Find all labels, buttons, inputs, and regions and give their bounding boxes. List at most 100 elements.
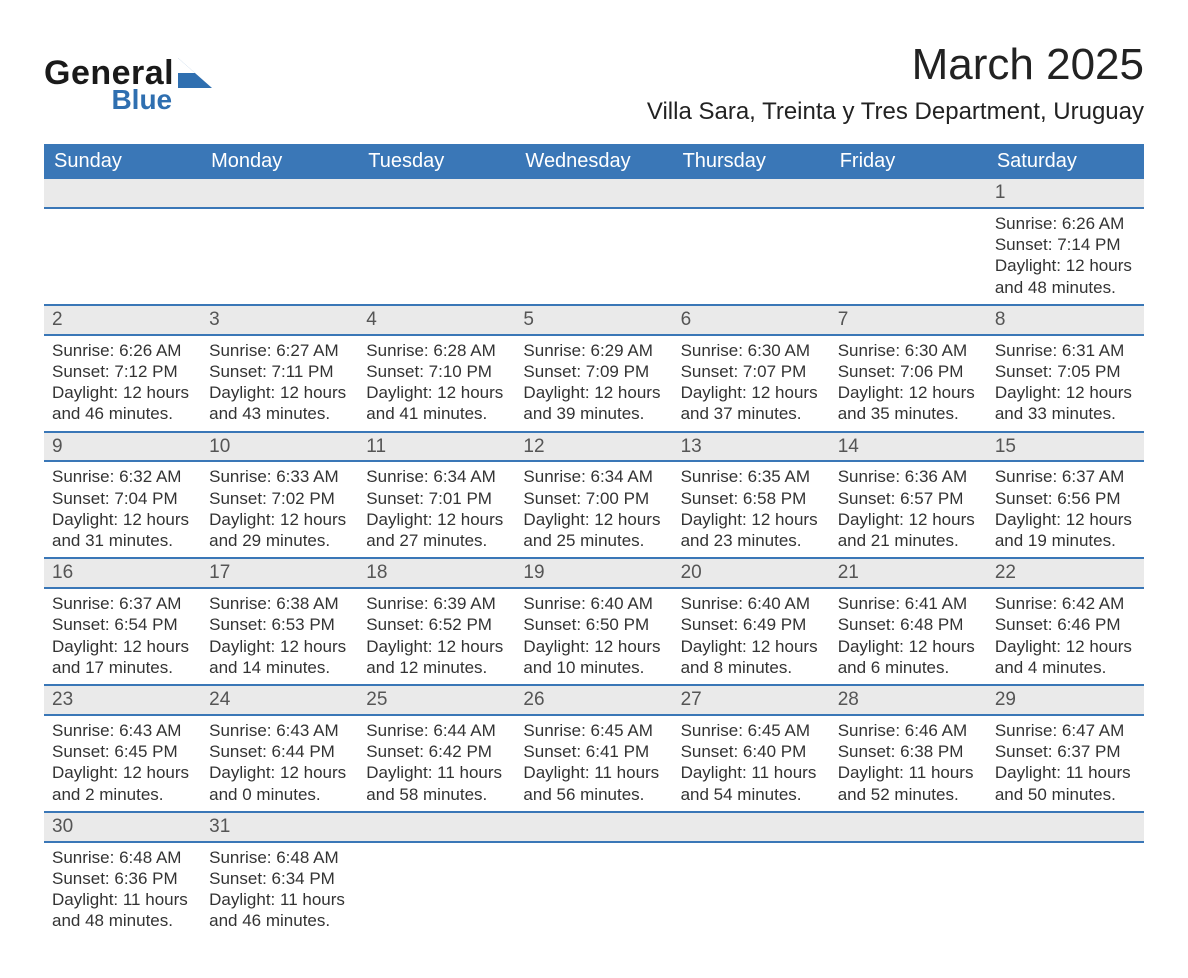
sunrise-line: Sunrise: 6:45 AM — [523, 720, 666, 741]
day-details: Sunrise: 6:34 AMSunset: 7:01 PMDaylight:… — [358, 462, 515, 557]
calendar-day-number-cell: 26 — [515, 685, 672, 715]
calendar-day-number-cell: 9 — [44, 432, 201, 462]
calendar-day-cell: Sunrise: 6:34 AMSunset: 7:01 PMDaylight:… — [358, 461, 515, 558]
day-details: Sunrise: 6:26 AMSunset: 7:12 PMDaylight:… — [44, 336, 201, 431]
calendar-week-row: Sunrise: 6:37 AMSunset: 6:54 PMDaylight:… — [44, 588, 1144, 685]
calendar-day-cell: Sunrise: 6:42 AMSunset: 6:46 PMDaylight:… — [987, 588, 1144, 685]
calendar-day-number-cell: 25 — [358, 685, 515, 715]
calendar-day-number-cell: 3 — [201, 305, 358, 335]
day-number: 21 — [830, 559, 987, 587]
calendar-day-cell: Sunrise: 6:26 AMSunset: 7:12 PMDaylight:… — [44, 335, 201, 432]
sunrise-line: Sunrise: 6:35 AM — [681, 466, 824, 487]
weekday-header: Saturday — [987, 144, 1144, 179]
day-details: Sunrise: 6:36 AMSunset: 6:57 PMDaylight:… — [830, 462, 987, 557]
calendar-day-number-cell: 18 — [358, 558, 515, 588]
calendar-day-number-cell: 2 — [44, 305, 201, 335]
day-number: 17 — [201, 559, 358, 587]
calendar-day-cell: Sunrise: 6:31 AMSunset: 7:05 PMDaylight:… — [987, 335, 1144, 432]
daylight-line: Daylight: 11 hours and 52 minutes. — [838, 762, 981, 805]
calendar-empty-cell — [358, 812, 515, 842]
calendar-day-number-cell: 27 — [673, 685, 830, 715]
daylight-line: Daylight: 12 hours and 35 minutes. — [838, 382, 981, 425]
calendar-daynum-row: 1 — [44, 179, 1144, 208]
calendar-day-number-cell: 31 — [201, 812, 358, 842]
calendar-empty-cell — [673, 812, 830, 842]
day-number: 28 — [830, 686, 987, 714]
sunrise-line: Sunrise: 6:30 AM — [838, 340, 981, 361]
calendar-day-cell: Sunrise: 6:48 AMSunset: 6:34 PMDaylight:… — [201, 842, 358, 938]
calendar-empty-cell — [358, 179, 515, 208]
calendar-day-cell: Sunrise: 6:34 AMSunset: 7:00 PMDaylight:… — [515, 461, 672, 558]
day-number: 2 — [44, 306, 201, 334]
calendar-day-number-cell: 20 — [673, 558, 830, 588]
calendar-day-cell: Sunrise: 6:45 AMSunset: 6:40 PMDaylight:… — [673, 715, 830, 812]
calendar-day-cell: Sunrise: 6:30 AMSunset: 7:07 PMDaylight:… — [673, 335, 830, 432]
calendar-day-cell: Sunrise: 6:47 AMSunset: 6:37 PMDaylight:… — [987, 715, 1144, 812]
calendar-week-row: Sunrise: 6:32 AMSunset: 7:04 PMDaylight:… — [44, 461, 1144, 558]
day-details: Sunrise: 6:39 AMSunset: 6:52 PMDaylight:… — [358, 589, 515, 684]
sunrise-line: Sunrise: 6:48 AM — [52, 847, 195, 868]
daylight-line: Daylight: 12 hours and 39 minutes. — [523, 382, 666, 425]
day-number: 13 — [673, 433, 830, 461]
day-details: Sunrise: 6:40 AMSunset: 6:49 PMDaylight:… — [673, 589, 830, 684]
calendar-day-cell: Sunrise: 6:43 AMSunset: 6:44 PMDaylight:… — [201, 715, 358, 812]
calendar-day-number-cell: 12 — [515, 432, 672, 462]
calendar-empty-cell — [830, 208, 987, 305]
calendar-day-cell: Sunrise: 6:43 AMSunset: 6:45 PMDaylight:… — [44, 715, 201, 812]
sunset-line: Sunset: 7:10 PM — [366, 361, 509, 382]
calendar-empty-cell — [515, 842, 672, 938]
day-details: Sunrise: 6:29 AMSunset: 7:09 PMDaylight:… — [515, 336, 672, 431]
calendar-day-number-cell: 14 — [830, 432, 987, 462]
day-details: Sunrise: 6:34 AMSunset: 7:00 PMDaylight:… — [515, 462, 672, 557]
daylight-line: Daylight: 11 hours and 58 minutes. — [366, 762, 509, 805]
sunset-line: Sunset: 6:53 PM — [209, 614, 352, 635]
calendar-day-cell: Sunrise: 6:37 AMSunset: 6:56 PMDaylight:… — [987, 461, 1144, 558]
sunrise-line: Sunrise: 6:46 AM — [838, 720, 981, 741]
day-number: 11 — [358, 433, 515, 461]
sunset-line: Sunset: 6:46 PM — [995, 614, 1138, 635]
calendar-day-number-cell: 21 — [830, 558, 987, 588]
weekday-header: Sunday — [44, 144, 201, 179]
sunset-line: Sunset: 7:02 PM — [209, 488, 352, 509]
sunset-line: Sunset: 6:57 PM — [838, 488, 981, 509]
calendar-day-number-cell: 6 — [673, 305, 830, 335]
calendar-empty-cell — [515, 812, 672, 842]
daylight-line: Daylight: 12 hours and 25 minutes. — [523, 509, 666, 552]
sunrise-line: Sunrise: 6:28 AM — [366, 340, 509, 361]
day-number: 6 — [673, 306, 830, 334]
page: General Blue March 2025 Villa Sara, Trei… — [0, 0, 1188, 978]
calendar-day-number-cell: 16 — [44, 558, 201, 588]
day-number: 10 — [201, 433, 358, 461]
day-details: Sunrise: 6:31 AMSunset: 7:05 PMDaylight:… — [987, 336, 1144, 431]
sunrise-line: Sunrise: 6:34 AM — [366, 466, 509, 487]
sunrise-line: Sunrise: 6:45 AM — [681, 720, 824, 741]
calendar-daynum-row: 23242526272829 — [44, 685, 1144, 715]
calendar-day-cell: Sunrise: 6:37 AMSunset: 6:54 PMDaylight:… — [44, 588, 201, 685]
calendar-day-number-cell: 15 — [987, 432, 1144, 462]
calendar-day-number-cell: 8 — [987, 305, 1144, 335]
day-number: 25 — [358, 686, 515, 714]
daylight-line: Daylight: 12 hours and 12 minutes. — [366, 636, 509, 679]
day-number: 23 — [44, 686, 201, 714]
day-number: 19 — [515, 559, 672, 587]
sunset-line: Sunset: 6:49 PM — [681, 614, 824, 635]
daylight-line: Daylight: 12 hours and 17 minutes. — [52, 636, 195, 679]
sunrise-line: Sunrise: 6:37 AM — [995, 466, 1138, 487]
calendar-week-row: Sunrise: 6:48 AMSunset: 6:36 PMDaylight:… — [44, 842, 1144, 938]
day-number: 22 — [987, 559, 1144, 587]
sunrise-line: Sunrise: 6:38 AM — [209, 593, 352, 614]
day-number: 26 — [515, 686, 672, 714]
day-details: Sunrise: 6:43 AMSunset: 6:45 PMDaylight:… — [44, 716, 201, 811]
calendar-empty-cell — [830, 842, 987, 938]
calendar-day-cell: Sunrise: 6:29 AMSunset: 7:09 PMDaylight:… — [515, 335, 672, 432]
daylight-line: Daylight: 12 hours and 27 minutes. — [366, 509, 509, 552]
day-number: 8 — [987, 306, 1144, 334]
daylight-line: Daylight: 12 hours and 0 minutes. — [209, 762, 352, 805]
daylight-line: Daylight: 12 hours and 48 minutes. — [995, 255, 1138, 298]
weekday-header: Friday — [830, 144, 987, 179]
calendar-day-number-cell: 24 — [201, 685, 358, 715]
day-number: 1 — [987, 179, 1144, 207]
calendar-day-number-cell: 11 — [358, 432, 515, 462]
sunrise-line: Sunrise: 6:33 AM — [209, 466, 352, 487]
day-details: Sunrise: 6:38 AMSunset: 6:53 PMDaylight:… — [201, 589, 358, 684]
